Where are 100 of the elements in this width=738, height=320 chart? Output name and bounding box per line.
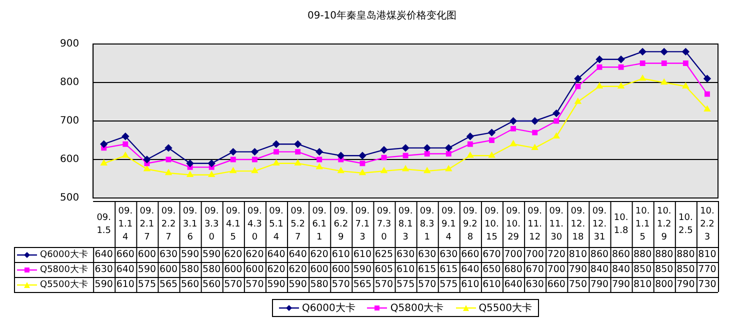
- x-tick-label: 09.6.29: [334, 206, 348, 242]
- data-label: 590: [202, 248, 221, 260]
- point: [316, 156, 322, 162]
- point: [273, 160, 280, 166]
- data-label: 575: [396, 278, 415, 290]
- legend-label: Q5800大卡: [40, 264, 88, 276]
- x-tick-label: 09.1.14: [118, 206, 133, 242]
- data-label: 610: [353, 248, 372, 260]
- point: [639, 75, 646, 81]
- chart-title: 09-10年秦皇岛港煤炭价格变化图: [307, 10, 457, 22]
- data-label: 570: [418, 278, 436, 290]
- data-label: 850: [655, 264, 674, 275]
- x-tick-label: 09.3.16: [182, 206, 198, 242]
- data-label: 630: [396, 248, 415, 260]
- data-label: 590: [138, 264, 156, 275]
- point: [402, 144, 410, 152]
- data-label: 630: [94, 264, 113, 275]
- data-label: 620: [267, 264, 286, 275]
- data-label: 610: [332, 248, 350, 260]
- point: [252, 156, 258, 162]
- point: [402, 152, 408, 158]
- data-label: 640: [288, 248, 307, 260]
- data-label: 600: [246, 264, 264, 275]
- x-tick-label: 09.11.12: [528, 206, 542, 242]
- y-tick-label: 500: [60, 192, 80, 204]
- data-label: 620: [310, 248, 328, 260]
- point: [704, 75, 711, 82]
- point: [488, 128, 496, 136]
- data-label: 600: [224, 264, 242, 275]
- x-tick-label: 09.6.11: [312, 206, 327, 242]
- point: [489, 138, 494, 143]
- point: [252, 167, 258, 174]
- point: [510, 126, 516, 132]
- data-label: 670: [526, 264, 544, 275]
- legend-label: Q5500大卡: [40, 278, 88, 291]
- point: [122, 141, 128, 147]
- data-label: 850: [634, 264, 652, 275]
- point: [424, 151, 430, 156]
- data-label: 615: [418, 264, 436, 275]
- point: [274, 149, 279, 155]
- point: [294, 140, 302, 148]
- point: [208, 171, 215, 177]
- data-label: 600: [138, 248, 156, 260]
- point: [617, 56, 625, 63]
- data-label: 790: [612, 278, 630, 290]
- text: Q5500大卡: [478, 303, 532, 314]
- x-tick-label: 09.9.28: [463, 206, 478, 242]
- y-tick-label: 900: [60, 38, 80, 50]
- x-tick-label: 10.2.5: [678, 212, 693, 236]
- data-label: 770: [698, 264, 716, 275]
- point: [230, 156, 236, 162]
- data-label: 610: [461, 278, 480, 290]
- data-label: 570: [246, 278, 264, 290]
- point: [532, 144, 538, 150]
- point: [618, 82, 624, 88]
- data-label: 660: [461, 248, 480, 260]
- data-label: 700: [526, 248, 544, 260]
- y-tick-label: 800: [60, 77, 80, 88]
- data-label: 570: [224, 278, 242, 290]
- data-label: 860: [590, 248, 609, 260]
- data-label: 840: [612, 264, 630, 275]
- point: [316, 148, 323, 156]
- data-label: 850: [676, 264, 695, 275]
- data-label: 700: [504, 248, 522, 260]
- data-label: 790: [676, 278, 695, 290]
- point: [531, 117, 538, 125]
- data-label: 800: [655, 278, 674, 290]
- data-label: 580: [310, 278, 328, 290]
- data-label: 560: [180, 278, 200, 290]
- point: [122, 132, 130, 140]
- y-tick-label: 700: [60, 116, 80, 127]
- point: [618, 64, 624, 70]
- point: [424, 167, 430, 174]
- point: [143, 156, 151, 164]
- data-label: 590: [94, 278, 113, 290]
- data-label: 680: [504, 264, 522, 275]
- data-label: 565: [353, 278, 372, 290]
- point: [251, 148, 258, 156]
- data-label: 640: [94, 248, 113, 260]
- data-label: 570: [374, 278, 394, 290]
- data-label: 600: [159, 264, 178, 275]
- data-label: 590: [288, 278, 307, 290]
- point: [294, 160, 301, 166]
- data-label: 590: [267, 278, 286, 290]
- data-label: 640: [461, 264, 480, 275]
- point: [208, 160, 216, 167]
- point: [358, 152, 366, 160]
- y-tick-label: 600: [60, 154, 80, 166]
- data-label: 590: [353, 264, 372, 275]
- point: [638, 48, 646, 56]
- x-tick-label: 10.1.15: [635, 206, 650, 242]
- point: [446, 151, 452, 156]
- point: [682, 48, 690, 56]
- x-tick-label: 10.1.8: [614, 212, 628, 236]
- point: [186, 160, 194, 167]
- data-label: 615: [440, 264, 458, 275]
- data-label: 640: [116, 264, 134, 275]
- data-label: 630: [159, 248, 178, 260]
- data-label: 565: [159, 278, 178, 290]
- point: [596, 64, 602, 70]
